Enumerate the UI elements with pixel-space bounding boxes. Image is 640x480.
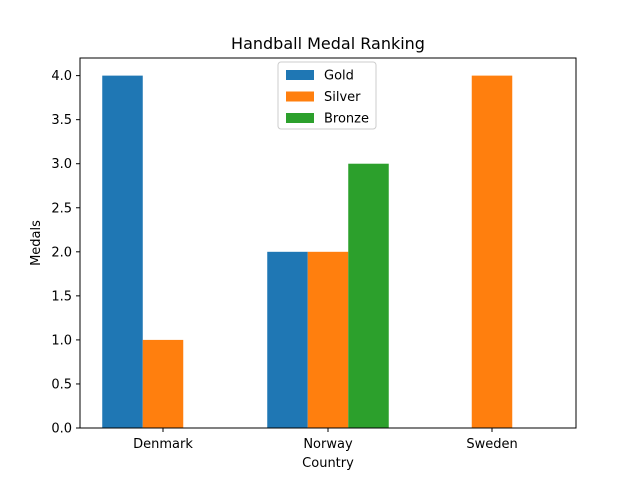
legend-label-gold: Gold <box>324 69 354 84</box>
bar-silver-norway <box>307 251 349 428</box>
y-tick-label: 1.5 <box>51 289 72 304</box>
x-tick-label: Sweden <box>466 437 517 452</box>
x-axis-ticks: Denmark Norway Sweden <box>133 428 518 452</box>
y-tick-label: 3.0 <box>51 157 72 172</box>
legend-label-bronze: Bronze <box>324 112 369 127</box>
bar-gold-norway <box>267 251 308 428</box>
bar-gold-denmark <box>102 75 143 429</box>
legend-swatch-gold <box>286 70 314 80</box>
y-axis-ticks: 0.0 0.5 1.0 1.5 2.0 2.5 3.0 3.5 4.0 <box>51 69 80 437</box>
y-tick-label: 1.0 <box>51 333 72 348</box>
y-tick-label: 4.0 <box>51 69 72 84</box>
chart-title: Handball Medal Ranking <box>231 34 425 53</box>
legend-swatch-silver <box>286 91 314 102</box>
y-tick-label: 0.5 <box>51 377 72 392</box>
plot-frame <box>79 57 577 429</box>
legend-label-silver: Silver <box>324 90 361 105</box>
legend-swatch-bronze <box>286 113 314 123</box>
y-tick-label: 2.0 <box>51 245 72 260</box>
bar-silver-denmark <box>142 339 184 428</box>
y-tick-label: 0.0 <box>51 422 72 437</box>
y-tick-label: 2.5 <box>51 201 72 216</box>
y-axis-label: Medals <box>29 220 44 266</box>
y-tick-label: 3.5 <box>51 113 72 128</box>
bar-bronze-norway <box>348 163 389 428</box>
bar-silver-sweden <box>471 75 513 429</box>
x-axis-label: Country <box>302 456 354 471</box>
legend: Gold Silver Bronze <box>277 61 377 130</box>
bars-group <box>102 75 513 429</box>
x-tick-label: Norway <box>303 437 353 452</box>
x-tick-label: Denmark <box>133 437 193 452</box>
